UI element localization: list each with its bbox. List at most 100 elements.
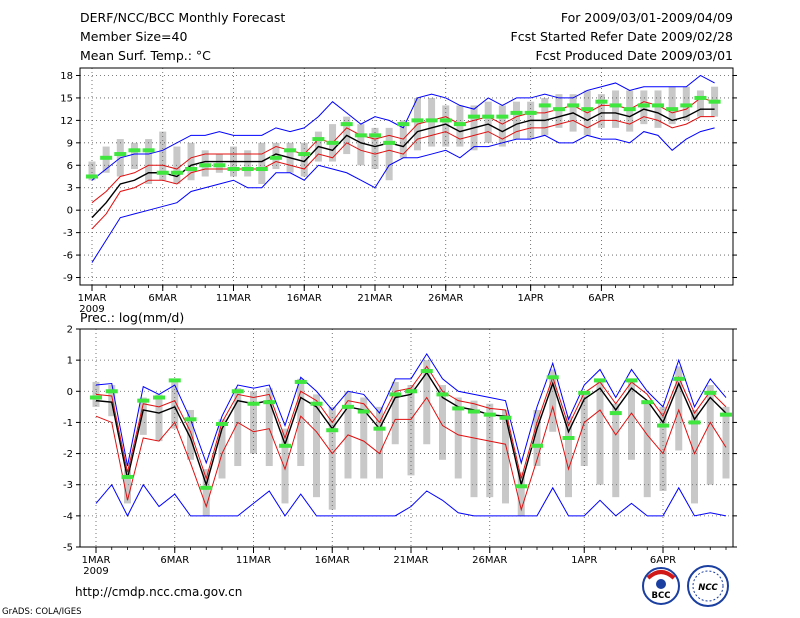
precipitation-observed-marker	[263, 400, 276, 405]
temperature-observed-marker	[170, 170, 183, 175]
precipitation-spread-box	[376, 406, 383, 479]
temperature-ytick-label: -3	[63, 228, 73, 239]
temperature-observed-marker	[666, 107, 679, 112]
precipitation-observed-marker	[657, 423, 669, 428]
temperature-observed-marker	[439, 118, 452, 123]
precipitation-observed-marker	[436, 392, 449, 397]
precipitation-year-label: 2009	[83, 566, 108, 577]
precipitation-observed-marker	[373, 426, 386, 431]
precipitation-spread-box	[171, 378, 179, 429]
precipitation-observed-marker	[562, 436, 575, 440]
precipitation-observed-marker	[294, 379, 307, 384]
temperature-ytick-label: 15	[60, 93, 73, 104]
temperature-observed-marker	[213, 163, 226, 168]
temperature-ytick-label: 6	[67, 161, 73, 172]
precipitation-ytick-label: -2	[63, 449, 73, 460]
produced-date: Fcst Produced Date 2009/03/01	[535, 48, 733, 63]
temperature-observed-marker	[156, 170, 169, 175]
precipitation-spread-box	[612, 403, 620, 498]
precipitation-spread-box	[502, 409, 509, 504]
temperature-observed-marker	[496, 114, 509, 119]
precipitation-spread-box	[328, 406, 336, 510]
precipitation-observed-marker	[515, 484, 528, 489]
precipitation-observed-marker	[247, 401, 260, 406]
precipitation-spread-box	[470, 400, 478, 498]
temperature-observed-marker	[482, 114, 495, 119]
temperature-observed-marker	[567, 103, 580, 108]
precipitation-ytick-label: 2	[67, 325, 73, 336]
bcc-logo: BCC	[642, 567, 680, 605]
temperature-observed-marker	[185, 167, 198, 172]
temperature-spread-box	[357, 124, 365, 166]
precipitation-observed-marker	[90, 395, 102, 400]
temperature-spread-box	[258, 142, 266, 184]
precipitation-spread-box	[281, 428, 289, 504]
precipitation-xtick-label: 21MAR	[393, 555, 428, 566]
precipitation-ytick-label: 1	[67, 356, 73, 367]
precipitation-observed-marker	[594, 378, 606, 383]
precipitation-spread-box	[139, 397, 147, 435]
temperature-observed-marker	[524, 110, 537, 115]
precipitation-spread-box	[549, 369, 557, 432]
precipitation-frame	[79, 328, 734, 548]
temperature-spread-box	[654, 90, 662, 128]
start-date: Fcst Started Refer Date 2009/02/28	[511, 29, 734, 44]
ncc-logo: NCC	[687, 565, 729, 607]
temperature-ytick-label: 0	[67, 206, 73, 217]
precipitation-series-upper-red	[95, 365, 727, 481]
precipitation-xtick-label: 11MAR	[236, 555, 271, 566]
temperature-observed-marker	[552, 107, 565, 112]
temperature-observed-marker	[312, 137, 325, 142]
precipitation-observed-marker	[609, 411, 622, 416]
precipitation-observed-marker	[546, 375, 559, 380]
temperature-ytick-label: -6	[63, 251, 73, 262]
temperature-observed-marker	[411, 118, 424, 123]
precipitation-observed-marker	[531, 443, 543, 448]
precipitation-spread-box	[407, 385, 415, 476]
precipitation-observed-marker	[625, 378, 638, 383]
temperature-observed-marker	[595, 99, 608, 104]
temperature-ytick-label: 3	[67, 183, 73, 194]
precipitation-spread-box	[675, 366, 683, 451]
precipitation-spread-box	[454, 397, 462, 479]
temperature-spread-box	[541, 97, 549, 136]
precipitation-spread-box	[391, 381, 399, 445]
temperature-observed-marker	[397, 122, 410, 127]
precipitation-observed-marker	[168, 378, 181, 383]
temperature-observed-marker	[255, 167, 268, 172]
temperature-observed-marker	[538, 103, 551, 108]
precipitation-xtick-label: 6APR	[650, 555, 676, 566]
temperature-spread-box	[244, 150, 252, 177]
precipitation-spread-box	[360, 397, 368, 479]
precipitation-spread-box	[628, 378, 635, 460]
temperature-observed-marker	[284, 148, 297, 153]
svg-text:BCC: BCC	[652, 591, 671, 601]
precipitation-observed-marker	[389, 392, 402, 397]
temperature-observed-marker	[609, 103, 622, 108]
precipitation-spread-box	[124, 469, 131, 504]
temperature-series-ensemble-mean	[91, 108, 715, 219]
precipitation-spread-box	[155, 394, 163, 442]
forecast-period: For 2009/03/01-2009/04/09	[561, 10, 733, 25]
grads-credit: GrADS: COLA/IGES	[2, 607, 82, 617]
precipitation-spread-box	[643, 400, 651, 498]
precipitation-observed-marker	[279, 443, 291, 448]
temperature-observed-marker	[581, 107, 594, 112]
temperature-spread-box	[145, 139, 153, 184]
temperature-observed-marker	[708, 99, 721, 104]
precipitation-spread-box	[691, 409, 698, 504]
temperature-spread-box	[498, 105, 506, 147]
precipitation-observed-marker	[105, 389, 118, 394]
temperature-observed-marker	[340, 122, 353, 127]
temperature-observed-marker	[128, 148, 141, 153]
temperature-observed-marker	[326, 140, 339, 145]
precipitation-observed-marker	[499, 415, 512, 420]
temperature-observed-marker	[142, 148, 155, 153]
temperature-spread-box	[187, 142, 195, 181]
precipitation-spread-box	[659, 406, 667, 491]
temperature-observed-marker	[100, 155, 113, 160]
temperature-ytick-label: -9	[63, 273, 73, 284]
temperature-ytick-label: 12	[60, 116, 73, 127]
precipitation-spread-box	[313, 394, 320, 498]
precipitation-observed-marker	[310, 401, 323, 406]
